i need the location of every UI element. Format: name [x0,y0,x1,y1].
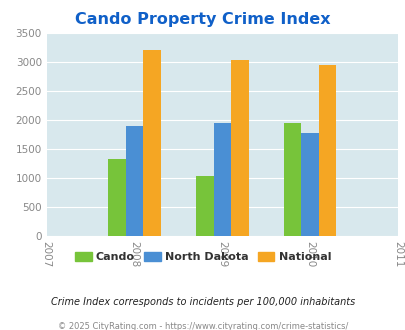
Bar [283,123,301,236]
Text: © 2025 CityRating.com - https://www.cityrating.com/crime-statistics/: © 2025 CityRating.com - https://www.city… [58,322,347,330]
Text: Crime Index corresponds to incidents per 100,000 inhabitants: Crime Index corresponds to incidents per… [51,297,354,307]
Bar [108,159,126,236]
Bar [301,133,318,236]
Bar [143,50,160,236]
Bar [230,60,248,236]
Bar [126,126,143,236]
Bar [196,176,213,236]
Legend: Cando, North Dakota, National: Cando, North Dakota, National [70,248,335,267]
Bar [318,65,336,236]
Bar [213,123,230,236]
Text: Cando Property Crime Index: Cando Property Crime Index [75,12,330,26]
